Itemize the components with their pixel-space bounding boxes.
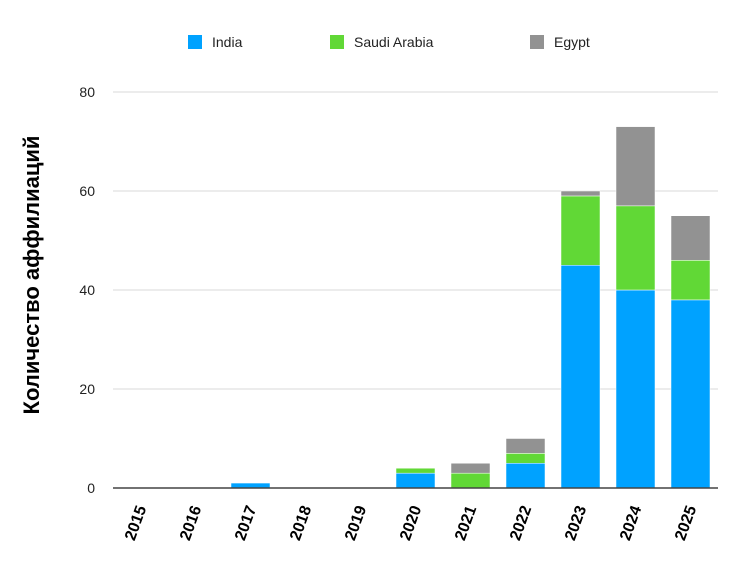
bar-india-2023 [560,265,601,489]
x-tick-label: 2022 [507,503,535,542]
bar-saudi-arabia-2021 [450,472,491,489]
y-tick-label: 60 [79,183,95,199]
bar-saudi-arabia-2023 [560,195,601,266]
x-tick-label: 2020 [397,503,425,542]
x-tick-label: 2018 [287,503,315,542]
x-tick-label: 2021 [452,503,480,542]
legend-label: Saudi Arabia [354,34,434,50]
legend-swatch [330,35,344,49]
x-tick-label: 2019 [342,503,370,542]
x-tick-label: 2017 [232,503,260,542]
y-tick-label: 0 [87,480,95,496]
bar-saudi-arabia-2020 [395,467,436,474]
legend-item-saudi-arabia: Saudi Arabia [330,34,433,50]
legend-label: India [212,34,243,50]
bar-india-2025 [670,299,711,489]
bar-saudi-arabia-2024 [615,205,656,291]
x-tick-label: 2023 [562,503,590,542]
bar-india-2024 [615,289,656,489]
y-tick-label: 80 [79,84,95,100]
bar-india-2022 [505,463,546,489]
bar-egypt-2023 [560,190,601,197]
legend-label: Egypt [554,34,590,50]
x-tick-label: 2024 [617,503,645,542]
legend: India Saudi Arabia Egypt [0,34,736,54]
legend-item-egypt: Egypt [530,34,590,50]
bar-egypt-2024 [615,126,656,207]
y-tick-label: 20 [79,381,95,397]
bar-india-2020 [395,472,436,489]
bar-saudi-arabia-2022 [505,453,546,464]
y-tick-label: 40 [79,282,95,298]
bar-egypt-2025 [670,215,711,261]
x-tick-label: 2015 [122,503,150,542]
legend-swatch [530,35,544,49]
bar-egypt-2022 [505,438,546,454]
x-tick-label: 2025 [672,503,700,542]
x-tick-label: 2016 [177,503,205,542]
bar-egypt-2021 [450,463,491,474]
legend-item-india: India [188,34,242,50]
bar-saudi-arabia-2025 [670,260,711,301]
legend-swatch [188,35,202,49]
